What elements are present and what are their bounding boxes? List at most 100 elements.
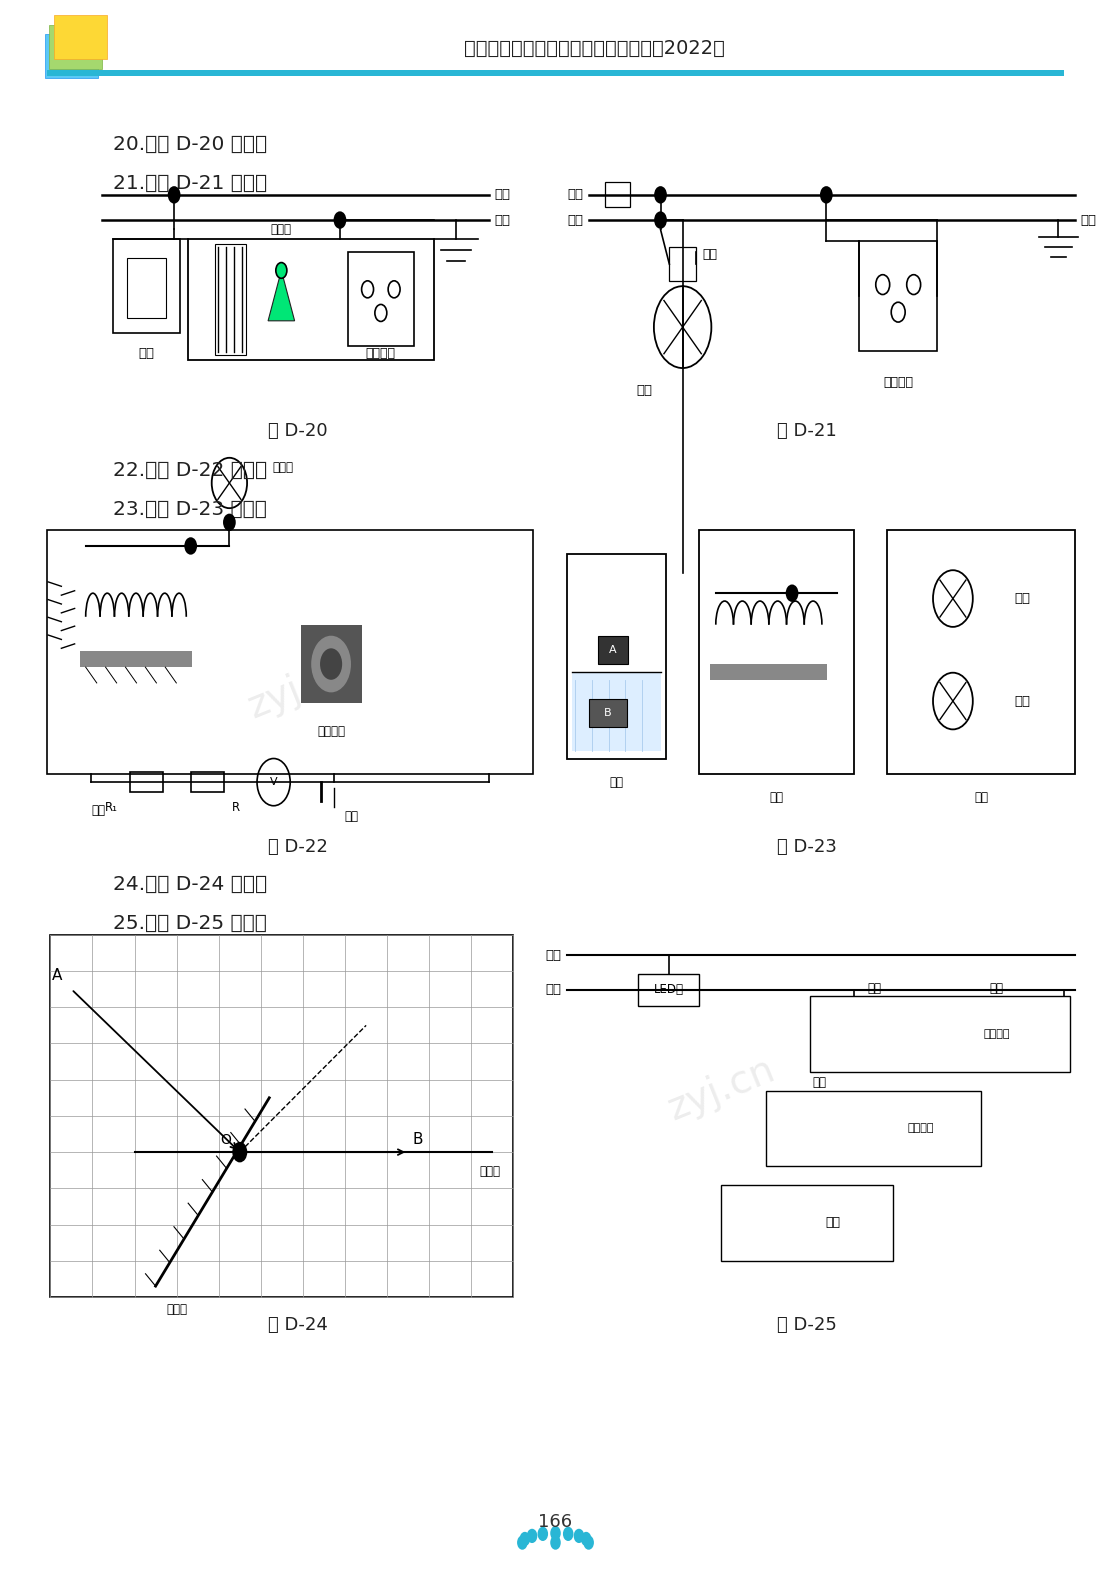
Text: 图 D-20: 图 D-20 (268, 422, 328, 439)
Circle shape (186, 539, 197, 555)
Text: 河南省初中学业水平考试解析与检测（2022）: 河南省初中学业水平考试解析与检测（2022） (463, 40, 724, 58)
Circle shape (520, 1533, 529, 1545)
Circle shape (224, 515, 234, 531)
Circle shape (311, 635, 351, 692)
Bar (348, 251, 414, 346)
Bar (589, 698, 628, 727)
Bar (189, 239, 434, 360)
Text: 地线: 地线 (1081, 213, 1097, 226)
Bar (301, 624, 362, 703)
Bar (216, 243, 246, 356)
Circle shape (582, 1533, 591, 1545)
Bar (127, 258, 167, 318)
Circle shape (787, 585, 798, 600)
Bar (113, 239, 180, 333)
Text: A: A (609, 645, 617, 654)
Circle shape (551, 1536, 560, 1548)
Bar (49, 25, 102, 70)
Text: 火线: 火线 (546, 950, 561, 962)
Text: 电源: 电源 (974, 792, 988, 804)
Text: 25.如图 D-25 所示。: 25.如图 D-25 所示。 (113, 915, 268, 934)
Text: 火线: 火线 (494, 188, 511, 201)
Text: 楼下开关: 楼下开关 (908, 1123, 934, 1133)
Circle shape (821, 186, 832, 202)
Bar (669, 246, 695, 281)
Bar (765, 1090, 981, 1166)
Bar (53, 16, 107, 60)
Bar (860, 240, 937, 351)
Text: 零线: 零线 (494, 213, 511, 226)
Circle shape (233, 1142, 247, 1161)
Text: 平面镜: 平面镜 (167, 1304, 188, 1316)
Text: B: B (412, 1131, 423, 1147)
Text: 电源: 电源 (770, 792, 783, 804)
Text: 电源: 电源 (91, 804, 106, 817)
Text: 20.如图 D-20 所示。: 20.如图 D-20 所示。 (113, 134, 268, 153)
Text: 零线: 零线 (546, 983, 561, 997)
Bar (721, 1185, 892, 1261)
Text: 电源: 电源 (344, 811, 358, 823)
Polygon shape (268, 270, 294, 321)
Bar (887, 531, 1075, 774)
Text: B: B (603, 708, 611, 717)
Text: 绿灯: 绿灯 (1014, 592, 1030, 605)
Bar (710, 664, 828, 679)
Circle shape (169, 186, 180, 202)
Bar (80, 651, 192, 667)
Text: V: V (270, 777, 278, 787)
Text: A: A (52, 969, 62, 983)
Bar (47, 531, 533, 774)
Text: 零线: 零线 (567, 213, 583, 226)
Text: zyj.cn: zyj.cn (662, 1051, 781, 1128)
Text: 红灯: 红灯 (1014, 695, 1030, 708)
Circle shape (563, 1528, 572, 1540)
Bar (598, 635, 629, 664)
Text: 火线: 火线 (567, 188, 583, 201)
Circle shape (574, 1529, 583, 1542)
Text: 电灯: 电灯 (635, 384, 652, 397)
Text: 指示灯: 指示灯 (272, 461, 293, 474)
Bar (191, 773, 224, 792)
Text: O: O (220, 1133, 231, 1147)
Circle shape (320, 648, 342, 679)
Bar (605, 182, 630, 207)
Text: R₁: R₁ (104, 801, 118, 814)
Circle shape (655, 186, 665, 202)
Circle shape (518, 1536, 527, 1548)
Text: 图 D-23: 图 D-23 (777, 837, 837, 856)
Text: 楼梯: 楼梯 (825, 1217, 840, 1229)
Circle shape (528, 1529, 537, 1542)
Text: R: R (231, 801, 240, 814)
Circle shape (334, 212, 346, 228)
Bar (567, 555, 665, 758)
Text: 指示灯: 指示灯 (271, 223, 292, 235)
Text: 触点: 触点 (868, 981, 882, 995)
Text: 图 D-22: 图 D-22 (268, 837, 328, 856)
Circle shape (539, 1528, 548, 1540)
Text: 电控相机: 电控相机 (317, 725, 346, 738)
Circle shape (655, 212, 665, 228)
Text: 21.如图 D-21 所示。: 21.如图 D-21 所示。 (113, 174, 268, 193)
Bar (50, 935, 513, 1297)
Circle shape (584, 1536, 593, 1548)
Text: 触点: 触点 (812, 1076, 827, 1089)
Text: 三孔插座: 三孔插座 (883, 376, 913, 389)
Text: 楼上开关: 楼上开关 (983, 1029, 1010, 1040)
Bar (810, 997, 1070, 1071)
Bar (639, 975, 699, 1006)
Text: 23.如图 D-23 所示。: 23.如图 D-23 所示。 (113, 501, 268, 520)
Bar (699, 531, 854, 774)
Text: 三孔插座: 三孔插座 (366, 348, 396, 360)
Text: zyj.cn: zyj.cn (242, 649, 360, 727)
Text: 22.如图 D-22 所示。: 22.如图 D-22 所示。 (113, 461, 268, 480)
Text: 开关: 开关 (703, 248, 718, 261)
Text: 电源: 电源 (609, 776, 623, 788)
Text: 开关: 开关 (139, 348, 154, 360)
Bar (47, 70, 1064, 76)
Bar (130, 773, 163, 792)
Circle shape (276, 262, 287, 278)
Text: 24.如图 D-24 所示。: 24.如图 D-24 所示。 (113, 875, 268, 894)
Text: 图 D-21: 图 D-21 (777, 422, 837, 439)
Bar (572, 672, 661, 750)
Text: 水平线: 水平线 (480, 1164, 501, 1177)
